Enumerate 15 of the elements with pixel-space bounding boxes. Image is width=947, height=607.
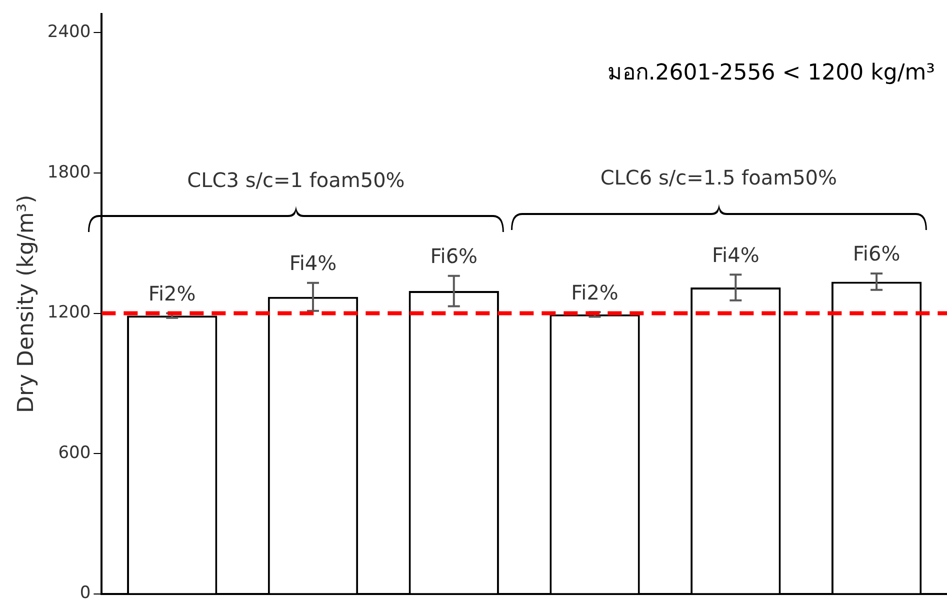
y-tick-label: 2400 xyxy=(47,22,91,42)
y-tick-label: 600 xyxy=(58,442,91,463)
annotation: CLC3 s/c=1 foam50% xyxy=(187,168,405,192)
annotation: มอก.2601-2556 < 1200 kg/m³ xyxy=(607,60,935,86)
y-axis-title: Dry Density (kg/m³) xyxy=(14,194,39,413)
x-tick-label: Fi4% xyxy=(712,242,760,267)
y-tick-label: 1800 xyxy=(47,162,91,182)
x-tick-label: Fi6% xyxy=(852,242,900,266)
x-tick-label: Fi2% xyxy=(571,280,618,304)
x-tick-label: Fi4% xyxy=(289,251,337,276)
annotation: CLC6 s/c=1.5 foam50% xyxy=(600,166,838,190)
x-tick-label: Fi2% xyxy=(148,281,196,306)
y-tick-label: 0 xyxy=(80,583,91,604)
y-tick-label: 1200 xyxy=(47,302,91,323)
x-tick-label: Fi6% xyxy=(430,244,478,268)
